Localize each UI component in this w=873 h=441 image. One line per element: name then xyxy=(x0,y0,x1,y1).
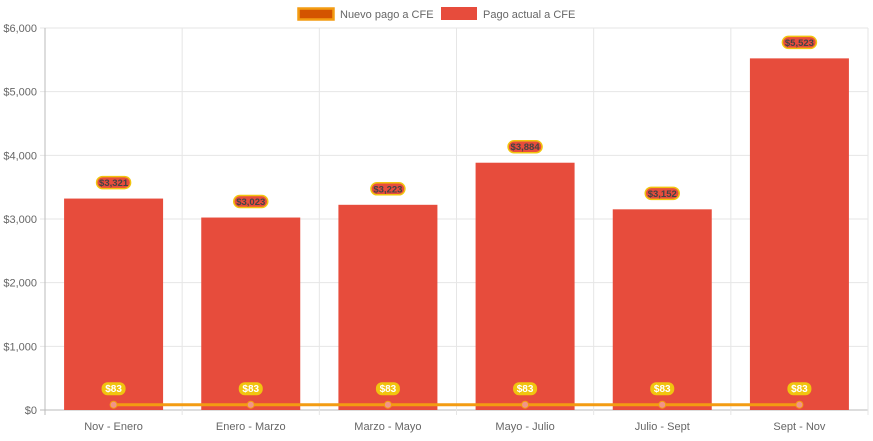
bar-label-bg xyxy=(95,175,132,190)
line-label-bg xyxy=(513,382,538,396)
bar-label-bg xyxy=(233,194,269,209)
bar xyxy=(338,204,438,410)
line-point xyxy=(795,400,804,409)
bar-data-label: $3,223 xyxy=(373,184,402,195)
bar-label-bg xyxy=(781,35,818,50)
bar xyxy=(749,58,849,411)
bar-data-label: $3,023 xyxy=(236,197,265,208)
line-data-label: $83 xyxy=(105,384,122,395)
line-point xyxy=(658,400,667,409)
line-label-bg xyxy=(650,382,675,396)
x-tick-label: Marzo - Mayo xyxy=(354,421,421,433)
y-tick-label: $5,000 xyxy=(3,87,37,99)
line-data-label: $83 xyxy=(791,384,808,395)
line-label-bg xyxy=(238,382,263,396)
x-tick-label: Enero - Marzo xyxy=(216,421,286,433)
line-label-bg xyxy=(787,382,812,396)
bar-label-bg xyxy=(644,186,680,201)
y-tick-label: $0 xyxy=(25,405,37,417)
legend-label-pago-actual: Pago actual a CFE xyxy=(483,9,575,21)
x-tick-label: Sept - Nov xyxy=(773,421,825,433)
bar-data-label: $3,884 xyxy=(511,142,541,153)
line-data-label: $83 xyxy=(654,384,671,395)
y-tick-label: $3,000 xyxy=(3,214,37,226)
legend-label-nuevo-pago: Nuevo pago a CFE xyxy=(340,9,434,21)
x-tick-label: Nov - Enero xyxy=(84,421,143,433)
line-label-bg xyxy=(101,382,126,396)
bar-data-label: $3,152 xyxy=(648,189,677,200)
bar-data-label: $3,321 xyxy=(99,178,129,189)
bar xyxy=(201,217,301,410)
legend-swatch-nuevo-pago xyxy=(297,7,335,21)
x-tick-label: Julio - Sept xyxy=(635,421,690,433)
bar-data-label: $5,523 xyxy=(785,38,814,49)
bar-label-bg xyxy=(370,182,406,196)
y-tick-label: $4,000 xyxy=(3,150,37,162)
line-data-label: $83 xyxy=(517,384,534,395)
line-data-label: $83 xyxy=(242,384,259,395)
y-tick-label: $1,000 xyxy=(3,341,37,353)
legend-swatch-pago-actual xyxy=(441,7,477,20)
bar xyxy=(612,209,712,410)
line-point xyxy=(521,400,530,409)
line-point xyxy=(109,400,118,409)
line-point xyxy=(246,400,255,409)
y-tick-label: $2,000 xyxy=(3,278,37,290)
line-label-bg xyxy=(375,382,400,396)
x-tick-label: Mayo - Julio xyxy=(495,421,554,433)
bar-label-bg xyxy=(507,139,543,154)
line-data-label: $83 xyxy=(380,384,397,395)
bar xyxy=(64,198,164,410)
bar xyxy=(475,162,575,410)
y-tick-label: $6,000 xyxy=(3,23,37,35)
line-point xyxy=(383,400,392,409)
